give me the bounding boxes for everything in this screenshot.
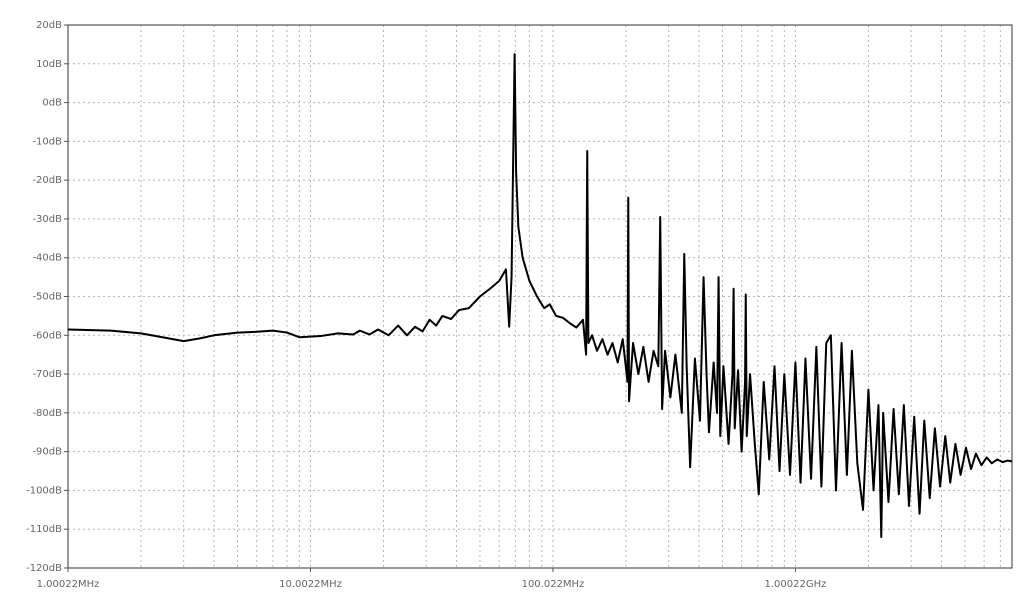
y-tick-label: -80dB: [32, 408, 62, 419]
x-tick-label: 100.022MHz: [522, 579, 585, 590]
x-tick-label: 1.00022GHz: [765, 579, 827, 590]
y-tick-label: -60dB: [32, 330, 62, 341]
y-tick-label: 20dB: [36, 20, 62, 31]
y-tick-label: -100dB: [26, 485, 62, 496]
x-tick-label: 1.00022MHz: [37, 579, 100, 590]
spectrum-line: [67, 53, 1013, 538]
y-tick-label: -70dB: [32, 369, 62, 380]
y-tick-label: -20dB: [32, 175, 62, 186]
y-tick-label: -110dB: [26, 524, 62, 535]
y-tick-label: -120dB: [26, 563, 62, 574]
y-tick-label: -30dB: [32, 214, 62, 225]
y-tick-label: -10dB: [32, 136, 62, 147]
y-tick-label: 0dB: [42, 98, 62, 109]
plot-frame: [67, 24, 1013, 569]
y-tick-label: 10dB: [36, 59, 62, 70]
y-tick-label: -50dB: [32, 292, 62, 303]
y-tick-label: -40dB: [32, 253, 62, 264]
y-tick-label: -90dB: [32, 447, 62, 458]
x-tick-label: 10.0022MHz: [279, 579, 342, 590]
